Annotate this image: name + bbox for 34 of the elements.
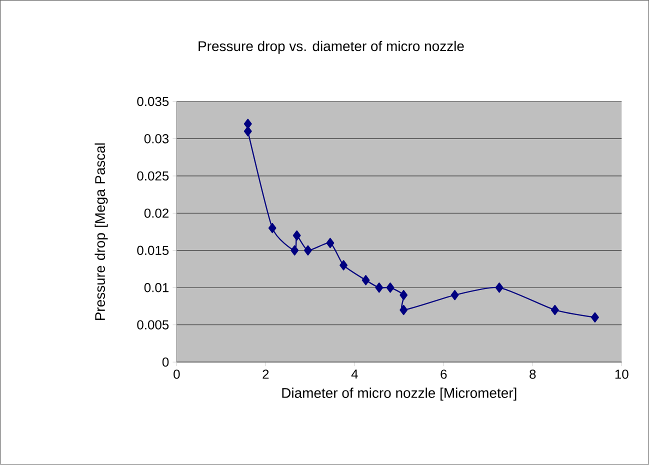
point: [290, 245, 299, 256]
y-tick-label: 0.025: [137, 172, 169, 181]
point: [362, 275, 370, 286]
x-tick-label: 6: [440, 370, 447, 379]
y-tick-label: 0.01: [144, 283, 169, 292]
y-tick-label: 0.035: [137, 97, 169, 106]
x-axis-title: Diameter of micro nozzle [Micrometer]: [282, 388, 516, 401]
point: [340, 260, 348, 271]
point: [292, 230, 301, 241]
y-tick-label: 0.03: [144, 134, 169, 144]
y-axis-title: Pressure drop [Mega Pascal: [94, 144, 108, 320]
chart-title: Pressure drop vs. diameter of micro nozzle: [198, 41, 464, 54]
y-tick-label: 0.015: [137, 246, 169, 256]
point: [386, 282, 394, 293]
point: [550, 305, 559, 316]
point: [450, 290, 459, 300]
x-tick-label: 8: [530, 370, 536, 379]
point: [244, 118, 252, 130]
point: [400, 305, 408, 316]
point: [590, 312, 599, 323]
x-tick-label: 4: [351, 370, 358, 379]
x-tick-label: 10: [615, 370, 628, 379]
y-tick-label: 0: [162, 358, 169, 367]
point: [304, 245, 312, 256]
point: [244, 126, 252, 137]
y-tick-label: 0.005: [137, 320, 169, 330]
point: [268, 223, 276, 234]
point: [495, 282, 504, 293]
x-tick-label: 2: [262, 370, 269, 379]
x-tick-label: 0: [174, 370, 180, 379]
point: [326, 238, 334, 248]
point: [375, 282, 384, 293]
point: [400, 290, 408, 300]
y-tick-label: 0.02: [144, 208, 168, 218]
